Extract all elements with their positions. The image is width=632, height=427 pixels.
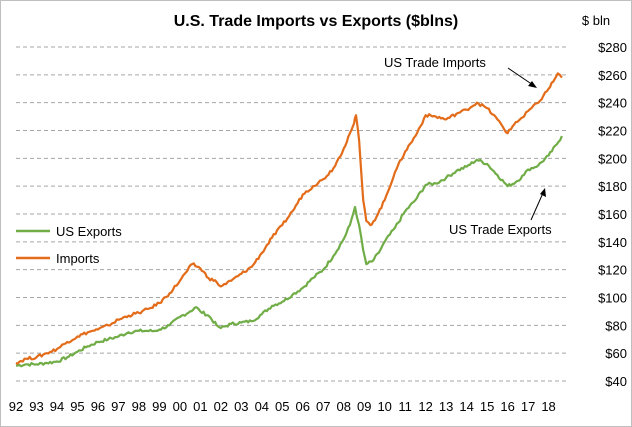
y-tick-label: $180: [598, 179, 627, 194]
x-tick-label: 99: [152, 399, 166, 414]
annotation-exports-arrowhead: [540, 188, 546, 197]
series-line-imports: [15, 72, 563, 365]
y-tick-label: $200: [598, 151, 627, 166]
annotation-imports-text: US Trade Imports: [384, 55, 486, 70]
legend-label-exports: US Exports: [56, 224, 122, 239]
x-tick-label: 04: [255, 399, 269, 414]
x-tick-label: 96: [91, 399, 105, 414]
x-tick-label: 17: [521, 399, 535, 414]
y-tick-label: $40: [605, 374, 627, 389]
x-tick-label: 07: [316, 399, 330, 414]
y-tick-label: $140: [598, 235, 627, 250]
x-tick-label: 06: [296, 399, 310, 414]
y-tick-label: $60: [605, 346, 627, 361]
x-tick-label: 93: [29, 399, 43, 414]
annotation-exports: US Trade Exports: [449, 188, 552, 237]
x-tick-label: 16: [500, 399, 514, 414]
x-tick-label: 11: [398, 399, 412, 414]
legend-label-imports: Imports: [56, 251, 100, 266]
x-tick-label: 02: [214, 399, 228, 414]
x-tick-label: 12: [418, 399, 432, 414]
y-tick-label: $160: [598, 207, 627, 222]
x-tick-label: 94: [50, 399, 64, 414]
x-tick-label: 05: [275, 399, 289, 414]
annotation-exports-arrow: [530, 192, 544, 221]
annotation-imports: US Trade Imports: [384, 55, 537, 88]
y-tick-label: $240: [598, 96, 627, 111]
x-tick-label: 00: [173, 399, 187, 414]
x-tick-label: 14: [459, 399, 473, 414]
x-tick-label: 15: [480, 399, 494, 414]
chart-title: U.S. Trade Imports vs Exports ($blns): [174, 13, 459, 30]
legend: US Exports Imports: [16, 224, 122, 266]
gridlines: [16, 46, 567, 382]
y-axis-unit-label: $ bln: [582, 13, 610, 28]
x-tick-label: 18: [541, 399, 555, 414]
y-tick-label: $260: [598, 68, 627, 83]
y-tick-label: $120: [598, 263, 627, 278]
series-line-exports: [15, 135, 563, 368]
x-tick-label: 03: [234, 399, 248, 414]
annotation-exports-text: US Trade Exports: [449, 222, 552, 237]
y-tick-label: $220: [598, 124, 627, 139]
x-tick-label: 10: [377, 399, 391, 414]
x-tick-label: 95: [70, 399, 84, 414]
annotation-imports-arrowhead: [528, 81, 537, 88]
x-tick-label: 13: [439, 399, 453, 414]
x-tick-label: 01: [193, 399, 207, 414]
x-tick-label: 08: [336, 399, 350, 414]
x-tick-label: 92: [9, 399, 23, 414]
x-tick-label: 98: [132, 399, 146, 414]
annotation-imports-arrow: [507, 67, 534, 86]
axis-ticks: $40 $60 $80 $100 $120 $140 $160 $180 $200 $220 $24…: [9, 40, 627, 414]
y-tick-label: $100: [598, 291, 627, 306]
y-tick-label: $80: [605, 318, 627, 333]
series-lines: [15, 72, 563, 368]
x-tick-label: 09: [357, 399, 371, 414]
x-tick-label: 97: [111, 399, 125, 414]
y-tick-label: $280: [598, 40, 627, 55]
